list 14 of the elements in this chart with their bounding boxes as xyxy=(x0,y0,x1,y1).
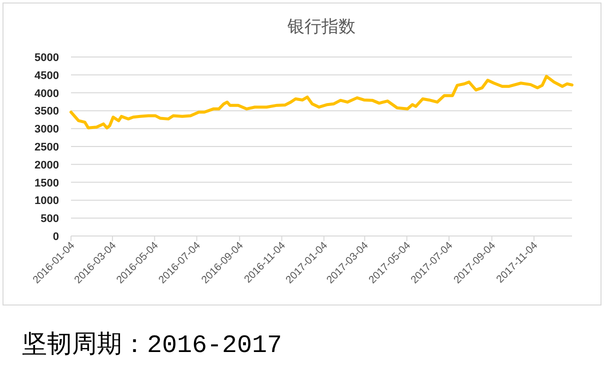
y-tick-label: 0 xyxy=(52,231,59,243)
y-tick-label: 3500 xyxy=(34,106,59,118)
y-tick-label: 2500 xyxy=(34,142,59,154)
y-tick-label: 4500 xyxy=(34,70,59,82)
y-tick-label: 1000 xyxy=(34,195,59,208)
y-tick-label: 500 xyxy=(40,213,59,226)
chart-title: 银行指数 xyxy=(286,17,356,36)
y-tick-label: 4000 xyxy=(34,88,59,100)
line-series xyxy=(70,74,574,130)
y-tick-label: 2000 xyxy=(34,159,59,172)
y-tick-label: 3000 xyxy=(34,124,59,136)
y-tick-label: 5000 xyxy=(34,52,59,64)
text: 坚韧周期：2016-2017 xyxy=(22,331,282,360)
y-tick-label: 1500 xyxy=(34,177,59,190)
